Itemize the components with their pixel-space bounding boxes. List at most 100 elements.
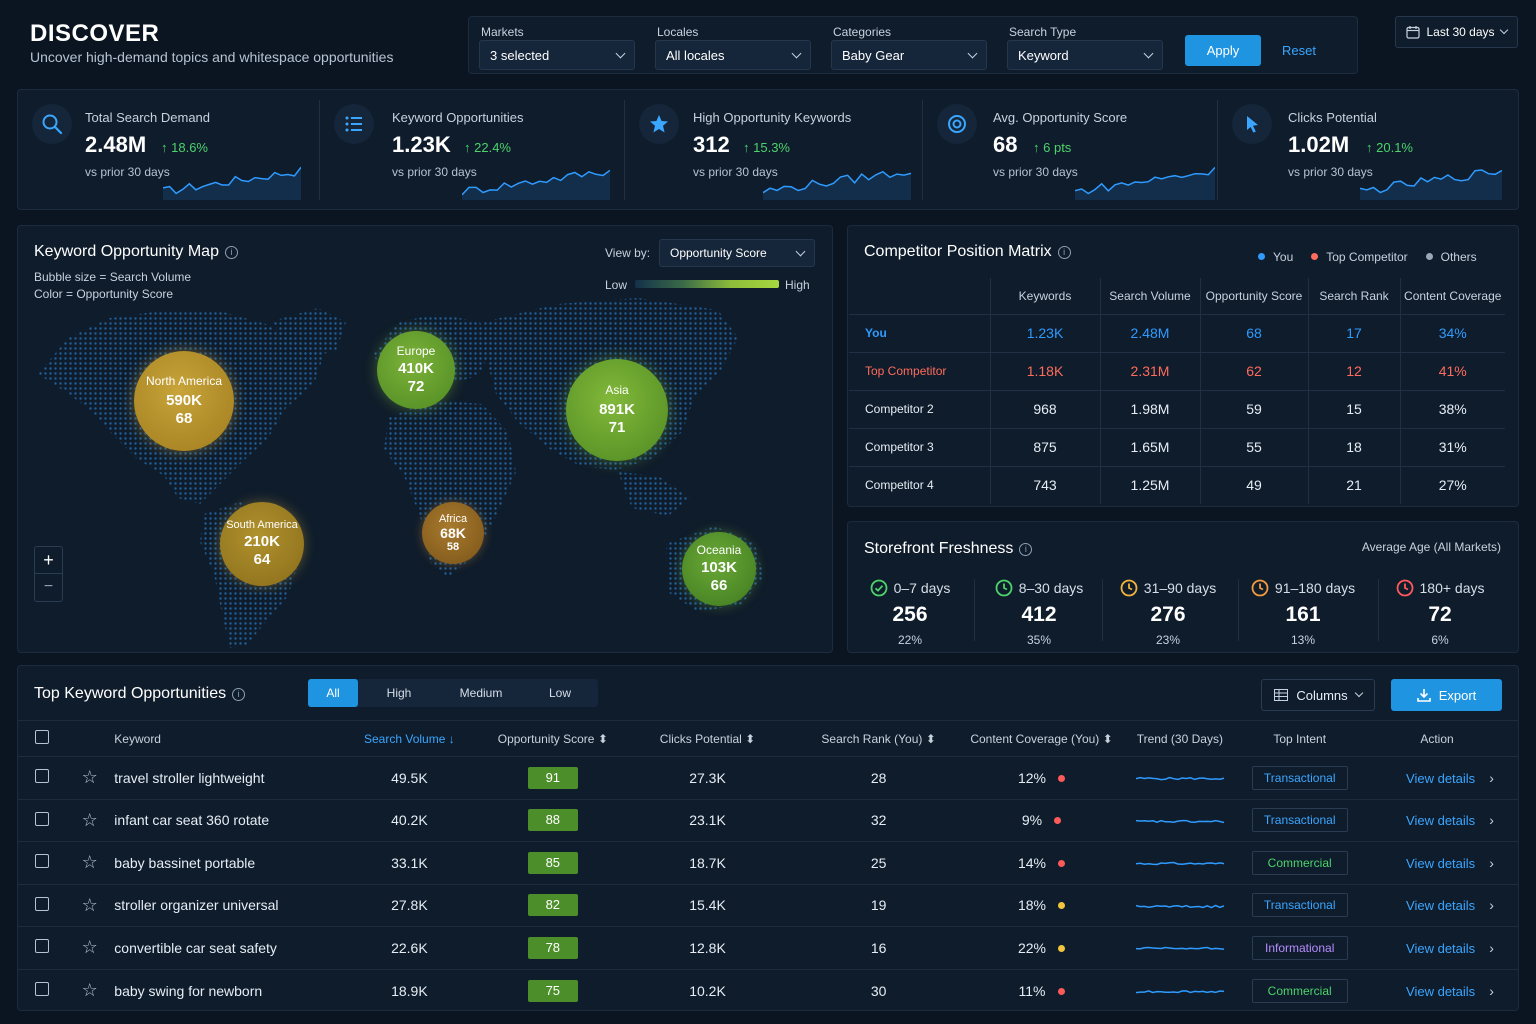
clicks-cell: 18.7K — [624, 841, 791, 884]
kpi-sparkline — [462, 169, 610, 200]
freshness-bucket[interactable]: 8–30 days 412 35% — [984, 579, 1094, 647]
info-icon[interactable]: i — [1019, 543, 1033, 556]
freshness-bucket[interactable]: 0–7 days 256 22% — [854, 579, 966, 647]
star-icon[interactable]: ☆ — [81, 809, 98, 830]
cell: 59 — [1199, 390, 1308, 429]
freshness-bucket[interactable]: 91–180 days 161 13% — [1242, 579, 1364, 647]
row-checkbox[interactable] — [34, 769, 49, 784]
columns-button[interactable]: Columns — [1261, 679, 1375, 711]
freshness-bucket[interactable]: 31–90 days 276 23% — [1108, 579, 1228, 647]
locales-select[interactable]: All locales — [655, 40, 811, 70]
intent-badge: Transactional — [1251, 765, 1348, 790]
view-details-link[interactable]: View details — [1406, 813, 1476, 829]
table-row[interactable]: ☆ baby bassinet portable 33.1K 85 18.7K 25 14%… — [18, 841, 1518, 884]
segment-medium[interactable]: Medium — [459, 686, 503, 700]
kpi-card[interactable]: High Opportunity Keywords 312 ↑ 15.3% vs… — [625, 90, 922, 210]
matrix-row[interactable]: Competitor 3 875 1.65M 55 18 31% — [849, 428, 1505, 467]
chevron-right-icon[interactable]: › — [1489, 982, 1494, 999]
view-details-link[interactable]: View details — [1406, 770, 1476, 786]
segment-high[interactable]: High — [386, 686, 412, 700]
view-details-link[interactable]: View details — [1406, 983, 1476, 999]
competitor-matrix-panel: Competitor Position Matrix i You Top Comp… — [847, 225, 1519, 507]
matrix-row-top-competitor[interactable]: Top Competitor 1.18K 2.31M 62 12 41% — [849, 352, 1505, 391]
table-row[interactable]: ☆ baby swing for newborn 18.9K 75 10.2K 30 11%… — [18, 968, 1518, 1012]
check-circle-icon — [870, 579, 887, 597]
table-row[interactable]: ☆ stroller organizer universal 27.8K 82 15.4… — [18, 883, 1518, 927]
matrix-row[interactable]: Competitor 2 968 1.98M 59 15 38% — [849, 390, 1505, 429]
date-range-select[interactable]: Last 30 days — [1395, 16, 1518, 48]
bucket-label: 31–90 days — [1143, 580, 1217, 596]
info-icon[interactable]: i — [1057, 246, 1071, 259]
search-type-select[interactable]: Keyword — [1007, 40, 1163, 70]
view-by-select[interactable]: Opportunity Score — [659, 239, 815, 267]
chevron-right-icon[interactable]: › — [1489, 854, 1494, 871]
col-keyword[interactable]: Keyword — [114, 731, 161, 746]
reset-button[interactable]: Reset — [1282, 43, 1316, 58]
search-icon — [32, 104, 72, 144]
cell: 27% — [1399, 466, 1505, 504]
kpi-card[interactable]: Keyword Opportunities 1.23K ↑ 22.4% vs p… — [320, 90, 622, 210]
kpi-value: 1.02M — [1288, 132, 1350, 157]
kpi-card[interactable]: Total Search Demand 2.48M ↑ 18.6% vs pri… — [18, 90, 318, 210]
col-top-intent: Top Intent — [1273, 731, 1327, 746]
chevron-right-icon[interactable]: › — [1489, 769, 1494, 786]
map-bubble-south-america[interactable]: South America 210K 64 — [220, 502, 304, 586]
table-row[interactable]: ☆ convertible car seat safety 22.6K 78 12.8K… — [18, 926, 1518, 969]
row-checkbox[interactable] — [34, 811, 49, 826]
zoom-in-button[interactable]: + — [35, 547, 62, 574]
matrix-row[interactable]: Competitor 4 743 1.25M 49 21 27% — [849, 466, 1505, 504]
kpi-period: vs prior 30 days — [85, 165, 170, 179]
table-row[interactable]: ☆ travel stroller lightweight 49.5K 91 27.3K… — [18, 756, 1518, 799]
row-checkbox[interactable] — [34, 896, 49, 911]
cell: 62 — [1199, 352, 1308, 391]
search-type-label: Search Type — [1009, 25, 1077, 39]
map-bubble-oceania[interactable]: Oceania 103K 66 — [682, 532, 756, 606]
kpi-delta: ↑ 15.3% — [743, 140, 790, 155]
info-icon[interactable]: i — [224, 246, 238, 259]
kpi-card[interactable]: Clicks Potential 1.02M ↑ 20.1% vs prior … — [1218, 90, 1518, 210]
star-icon[interactable]: ☆ — [81, 937, 98, 958]
col-content-coverage[interactable]: Content Coverage (You) ⬍ — [970, 731, 1113, 746]
cell: 55 — [1199, 428, 1308, 467]
trend-sparkline — [1135, 861, 1224, 866]
col-search-volume[interactable]: Search Volume ↓ — [364, 731, 455, 746]
segment-all[interactable]: All — [308, 679, 358, 707]
map-bubble-asia[interactable]: Asia 891K 71 — [566, 359, 668, 461]
map-bubble-africa[interactable]: Africa 68K 58 — [422, 502, 484, 564]
chevron-right-icon[interactable]: › — [1489, 939, 1494, 956]
categories-select[interactable]: Baby Gear — [831, 40, 987, 70]
col-opportunity-score[interactable]: Opportunity Score ⬍ — [497, 731, 608, 746]
row-checkbox[interactable] — [34, 939, 49, 954]
map-bubble-north-america[interactable]: North America 590K 68 — [134, 351, 234, 451]
zoom-out-button[interactable]: − — [43, 578, 54, 595]
markets-select[interactable]: 3 selected — [479, 40, 635, 70]
star-icon[interactable]: ☆ — [81, 894, 98, 915]
row-checkbox[interactable] — [34, 982, 49, 996]
segment-low[interactable]: Low — [548, 686, 571, 700]
freshness-bucket[interactable]: 180+ days 72 6% — [1382, 579, 1498, 647]
view-details-link[interactable]: View details — [1406, 898, 1476, 914]
star-icon[interactable]: ☆ — [81, 852, 98, 873]
star-icon[interactable]: ☆ — [81, 980, 98, 1000]
chevron-right-icon[interactable]: › — [1489, 897, 1494, 914]
keyword-opportunities-panel: Top Keyword Opportunities i All High Medi… — [17, 665, 1519, 1012]
score-badge: 82 — [527, 894, 578, 917]
chevron-right-icon[interactable]: › — [1489, 812, 1494, 829]
region-volume: 103K — [701, 559, 737, 576]
view-details-link[interactable]: View details — [1406, 940, 1476, 956]
star-icon[interactable]: ☆ — [81, 767, 98, 788]
view-details-link[interactable]: View details — [1406, 855, 1476, 871]
export-button[interactable]: Export — [1391, 679, 1502, 711]
info-icon[interactable]: i — [232, 688, 246, 701]
select-all-checkbox[interactable] — [34, 730, 49, 744]
apply-button[interactable]: Apply — [1185, 35, 1261, 66]
table-row[interactable]: ☆ infant car seat 360 rotate 40.2K 88 23.1K 3… — [18, 798, 1518, 842]
map-bubble-europe[interactable]: Europe 410K 72 — [377, 331, 455, 409]
southeast-asia-shape — [618, 472, 690, 516]
row-checkbox[interactable] — [34, 854, 49, 869]
row-label: You — [849, 314, 990, 353]
col-search-rank[interactable]: Search Rank (You) ⬍ — [821, 731, 936, 746]
kpi-card[interactable]: Avg. Opportunity Score 68 ↑ 6 pts vs pri… — [923, 90, 1218, 210]
col-clicks-potential[interactable]: Clicks Potential ⬍ — [659, 731, 756, 746]
matrix-row-you[interactable]: You 1.23K 2.48M 68 17 34% — [849, 314, 1505, 353]
